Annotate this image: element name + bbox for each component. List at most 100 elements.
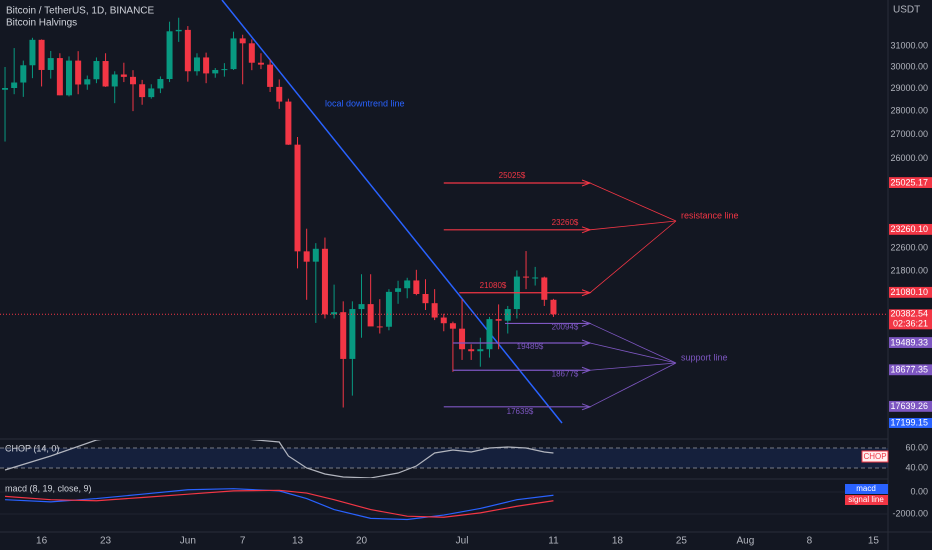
- candle-body: [11, 82, 18, 89]
- candle-body: [367, 304, 374, 327]
- candle-body: [129, 76, 136, 85]
- x-tick-label: 8: [807, 536, 813, 547]
- candle-body: [29, 39, 36, 66]
- price-tag-label: 17199.15: [890, 417, 928, 427]
- level-arrow: [581, 289, 592, 297]
- candle-body: [38, 39, 45, 70]
- note-label: resistance line: [681, 210, 739, 220]
- price-tag: [889, 365, 932, 376]
- price-tag-label: 18677.35: [890, 365, 928, 375]
- candle-body: [148, 88, 155, 98]
- y-tick-label: 60.00: [905, 442, 928, 452]
- x-tick-label: 13: [292, 536, 304, 547]
- candle-body: [175, 29, 182, 32]
- candle-body: [486, 319, 493, 350]
- candle-body: [212, 69, 219, 74]
- symbol-title: Bitcoin / TetherUS, 1D, BINANCE: [6, 6, 155, 17]
- candle-body: [203, 57, 210, 74]
- candle-body: [422, 293, 429, 304]
- candle-body: [239, 38, 246, 44]
- candle-body: [385, 291, 392, 327]
- candle-body: [20, 65, 27, 83]
- x-tick-label: 11: [548, 536, 559, 547]
- candle-body: [312, 248, 319, 262]
- candle-body: [358, 304, 365, 310]
- candle-body: [413, 280, 420, 294]
- level-label: 19489$: [517, 342, 544, 351]
- price-tag: [889, 309, 932, 330]
- candle-body: [166, 31, 173, 80]
- x-tick-label: 7: [240, 536, 246, 547]
- level-label: 21080$: [480, 281, 507, 290]
- candle-body: [75, 60, 82, 85]
- price-tag: [889, 287, 932, 298]
- pointer-line: [589, 323, 677, 364]
- level-label: 18677$: [552, 369, 579, 378]
- candle-body: [468, 349, 475, 352]
- currency: USDT: [893, 5, 920, 16]
- chop-band: [0, 448, 888, 468]
- price-tag: [889, 177, 932, 188]
- level-label: 17639$: [507, 407, 534, 416]
- candle-body: [340, 312, 347, 359]
- price-tag: [889, 417, 932, 428]
- note-label: support line: [681, 352, 728, 362]
- candle-body: [523, 276, 530, 278]
- candle-body: [120, 74, 127, 77]
- candle-body: [459, 328, 466, 350]
- legend-label: macd: [856, 484, 876, 493]
- candle-body: [93, 61, 100, 80]
- x-tick-label: 15: [868, 536, 880, 547]
- candle-body: [184, 29, 191, 72]
- level-arrow: [581, 319, 592, 327]
- pointer-line: [589, 362, 677, 408]
- candle-body: [294, 144, 301, 252]
- price-tag: [889, 224, 932, 235]
- candle-body: [230, 38, 237, 70]
- pointer-line: [589, 182, 677, 222]
- x-tick-label: Aug: [737, 536, 755, 547]
- candle-body: [550, 299, 557, 315]
- pointer-line: [589, 362, 677, 371]
- candle-body: [102, 61, 109, 87]
- candle-body: [276, 86, 283, 102]
- candle-body: [303, 251, 310, 262]
- legend-badge: [845, 495, 888, 505]
- level-label: 20094$: [552, 323, 579, 332]
- candle-body: [56, 58, 63, 96]
- candle-body: [157, 79, 164, 89]
- candle-body: [331, 312, 338, 315]
- price-tag-label: 23260.10: [890, 224, 928, 234]
- level-label: 25025$: [499, 171, 526, 180]
- candle-body: [440, 317, 447, 324]
- candle-body: [84, 79, 91, 85]
- candle-body: [2, 88, 9, 90]
- price-tag: [889, 401, 932, 412]
- candle-body: [257, 62, 264, 65]
- candle-body: [431, 303, 438, 318]
- y-tick-label: 22600.00: [890, 243, 928, 253]
- x-tick-label: 18: [612, 536, 624, 547]
- indicator-line: [4, 440, 554, 478]
- candle-body: [193, 57, 200, 72]
- x-tick-label: Jul: [456, 536, 469, 547]
- x-tick-label: 23: [100, 536, 112, 547]
- indicator-line: [4, 489, 554, 518]
- x-tick-label: Jun: [180, 536, 196, 547]
- level-label: 23260$: [552, 218, 579, 227]
- price-tag-label: 20382.54: [890, 309, 928, 319]
- x-tick-label: 16: [36, 536, 48, 547]
- y-tick-label: -2000.00: [892, 508, 928, 518]
- y-tick-label: 28000.00: [890, 105, 928, 115]
- candle-body: [532, 277, 539, 279]
- candle-body: [504, 309, 511, 321]
- level-arrow: [581, 226, 592, 234]
- candle-body: [139, 84, 146, 98]
- price-tag-label: 25025.17: [890, 177, 928, 187]
- candle-body: [66, 60, 73, 96]
- candle-body: [404, 280, 411, 289]
- candle-body: [321, 248, 328, 315]
- y-tick-label: 31000.00: [890, 40, 928, 50]
- badge: [861, 450, 889, 463]
